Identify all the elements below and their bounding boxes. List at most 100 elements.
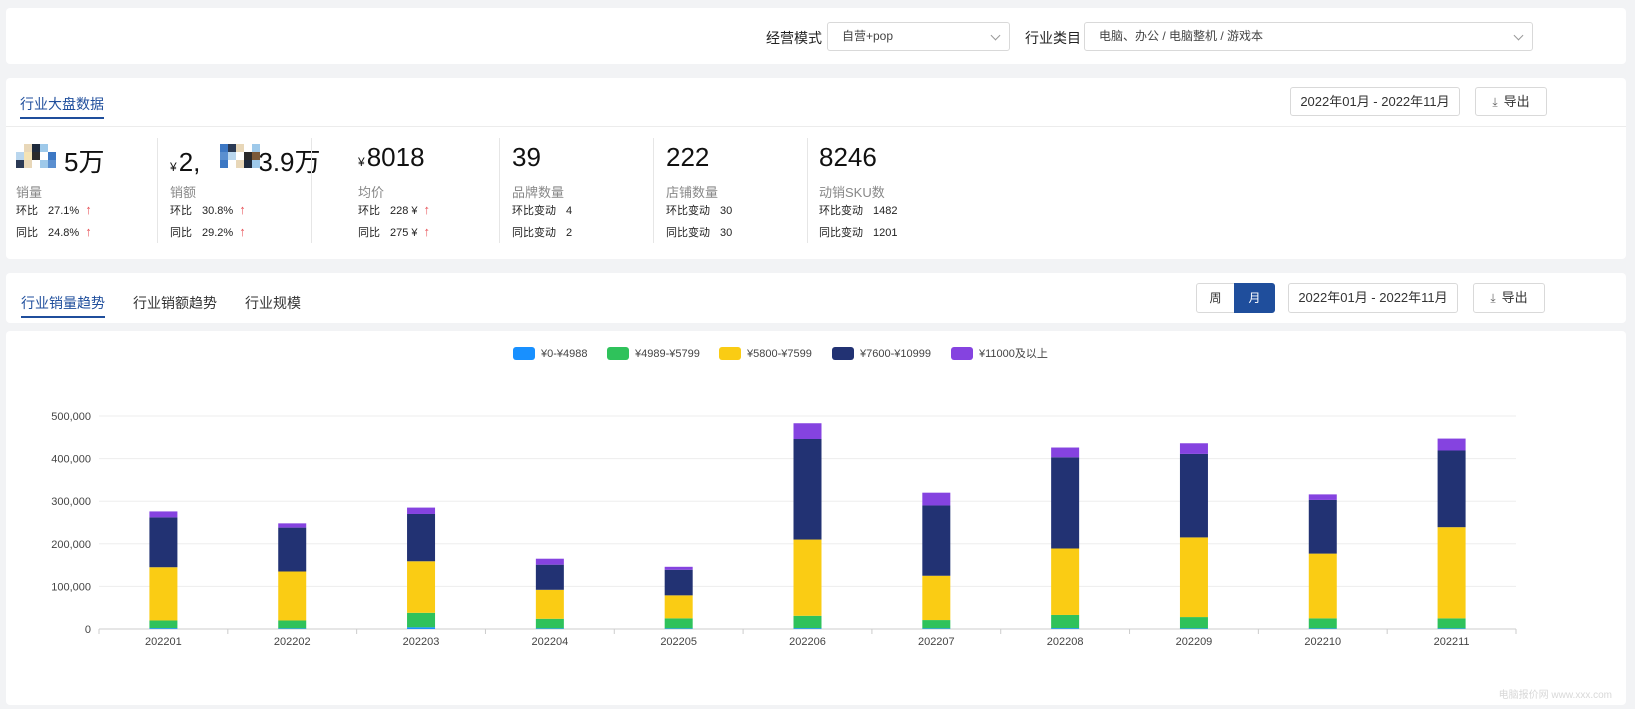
x-tick-label: 202211 [1434, 636, 1470, 648]
bar-segment [922, 575, 951, 621]
category-select-value: 电脑、办公 / 电脑整机 / 游戏本 [1099, 29, 1264, 43]
bar-segment [922, 505, 951, 576]
y-tick-label: 0 [85, 624, 91, 636]
kpi-yoy-key: 同比变动 [512, 227, 556, 239]
bar-segment [922, 620, 951, 629]
kpi-yoy-key: 同比 [358, 227, 380, 239]
tab-sales-amount-trend[interactable]: 行业销额趋势 [133, 295, 217, 311]
bar-segment [922, 492, 951, 506]
bar-segment [1051, 457, 1080, 549]
watermark: 电脑报价网 www.xxx.com [1498, 690, 1612, 701]
kpi-label: 均价 [358, 185, 385, 200]
kpi-yoy-value: 2 [566, 227, 573, 239]
bar-segment [278, 523, 307, 528]
kpi-yoy-key: 同比变动 [819, 227, 863, 239]
download-icon: ⤓ [1490, 291, 1496, 305]
legend-label: ¥11000及以上 [978, 347, 1048, 360]
kpi-yoy-value: 1201 [873, 227, 898, 239]
bar-segment [664, 628, 693, 629]
mode-select-value: 自营+pop [842, 29, 894, 43]
bar-segment [664, 595, 693, 619]
tab-industry-scale[interactable]: 行业规模 [245, 295, 301, 311]
overview-panel: 行业大盘数据 2022年01月 - 2022年11月 ⤓ 导出 5万 销量 环比 27.… [6, 78, 1626, 259]
export-label: 导出 [1503, 94, 1530, 109]
overview-date-range[interactable]: 2022年01月 - 2022年11月 [1290, 87, 1460, 116]
kpi-card: 5万 销量 环比 27.1% ↑ 同比 24.8% ↑ [6, 138, 158, 248]
kpi-mom-row: 环比变动 1482 [819, 202, 897, 218]
kpi-mom-key: 环比变动 [819, 205, 863, 217]
kpi-card: ¥8018 均价 环比 228 ¥ ↑ 同比 275 ¥ ↑ [348, 138, 500, 248]
mode-select[interactable]: 自营+pop [827, 22, 1010, 51]
trend-date-range[interactable]: 2022年01月 - 2022年11月 [1288, 283, 1458, 313]
period-month-button[interactable]: 月 [1234, 283, 1275, 313]
period-week-button[interactable]: 周 [1196, 283, 1235, 313]
legend-label: ¥7600-¥10999 [859, 348, 931, 360]
overview-title: 行业大盘数据 [20, 94, 104, 119]
tab-sales-volume-trend[interactable]: 行业销量趋势 [21, 293, 105, 318]
kpi-divider [311, 138, 312, 243]
kpi-value-main: 222 [666, 142, 710, 172]
bar-segment [149, 567, 178, 621]
kpi-value: 5万 [16, 142, 104, 179]
bar-segment [535, 564, 564, 590]
x-tick-label: 202202 [274, 636, 311, 648]
arrow-up-icon: ↑ [239, 202, 246, 217]
bar-segment [149, 628, 178, 629]
x-tick-label: 202205 [660, 636, 697, 648]
kpi-mom-row: 环比变动 4 [512, 202, 572, 218]
kpi-mom-key: 环比 [170, 205, 192, 217]
kpi-divider [499, 138, 500, 243]
trend-export-button[interactable]: ⤓ 导出 [1473, 283, 1545, 313]
kpi-label: 店铺数量 [666, 185, 719, 200]
bar-segment [278, 628, 307, 629]
bar-segment [1437, 527, 1466, 619]
kpi-yoy-row: 同比变动 1201 [819, 224, 897, 240]
bar-segment [1437, 628, 1466, 629]
currency-symbol: ¥ [170, 160, 177, 174]
kpi-label: 动销SKU数 [819, 185, 885, 200]
kpi-mom-value: 228 ¥ [390, 205, 418, 217]
bar-segment [1437, 450, 1466, 528]
kpi-mom-row: 环比 30.8% ↑ [170, 202, 246, 218]
filter-bar: 经营模式 自营+pop 行业类目 电脑、办公 / 电脑整机 / 游戏本 [6, 8, 1626, 64]
bar-segment [1308, 499, 1337, 554]
bar-segment [664, 618, 693, 629]
kpi-yoy-row: 同比变动 30 [666, 224, 732, 240]
kpi-mom-row: 环比变动 30 [666, 202, 732, 218]
kpi-mom-value: 4 [566, 205, 573, 217]
overview-export-button[interactable]: ⤓ 导出 [1475, 87, 1547, 116]
legend-swatch [719, 347, 741, 360]
x-tick-label: 202209 [1176, 636, 1213, 648]
bar-segment [793, 628, 822, 629]
kpi-label: 品牌数量 [512, 185, 565, 200]
bar-segment [664, 566, 693, 570]
category-select[interactable]: 电脑、办公 / 电脑整机 / 游戏本 [1084, 22, 1533, 51]
divider [6, 126, 1626, 127]
legend-swatch [951, 347, 973, 360]
y-tick-label: 100,000 [51, 581, 91, 593]
bar-segment [535, 628, 564, 629]
x-tick-label: 202210 [1304, 636, 1341, 648]
bar-segment [1308, 618, 1337, 629]
bar-segment [1179, 537, 1208, 618]
kpi-mom-value: 1482 [873, 205, 898, 217]
kpi-mom-key: 环比 [358, 205, 380, 217]
kpi-yoy-key: 同比变动 [666, 227, 710, 239]
arrow-up-icon: ↑ [85, 202, 92, 217]
bar-segment [664, 569, 693, 596]
bar-segment [278, 620, 307, 629]
kpi-yoy-row: 同比 275 ¥ ↑ [358, 224, 430, 240]
kpi-label: 销额 [170, 185, 197, 200]
kpi-label: 销量 [16, 185, 43, 200]
bar-segment [1179, 628, 1208, 629]
kpi-yoy-key: 同比 [170, 227, 192, 239]
kpi-value-tail: 3.9万 [258, 147, 321, 177]
bar-segment [407, 627, 436, 629]
kpi-yoy-value: 24.8% [48, 227, 80, 239]
kpi-yoy-key: 同比 [16, 227, 38, 239]
kpi-yoy-value: 30 [720, 227, 733, 239]
legend-swatch [513, 347, 535, 360]
chevron-down-icon [1513, 30, 1524, 41]
bar-segment [793, 539, 822, 616]
bar-segment [1179, 617, 1208, 629]
